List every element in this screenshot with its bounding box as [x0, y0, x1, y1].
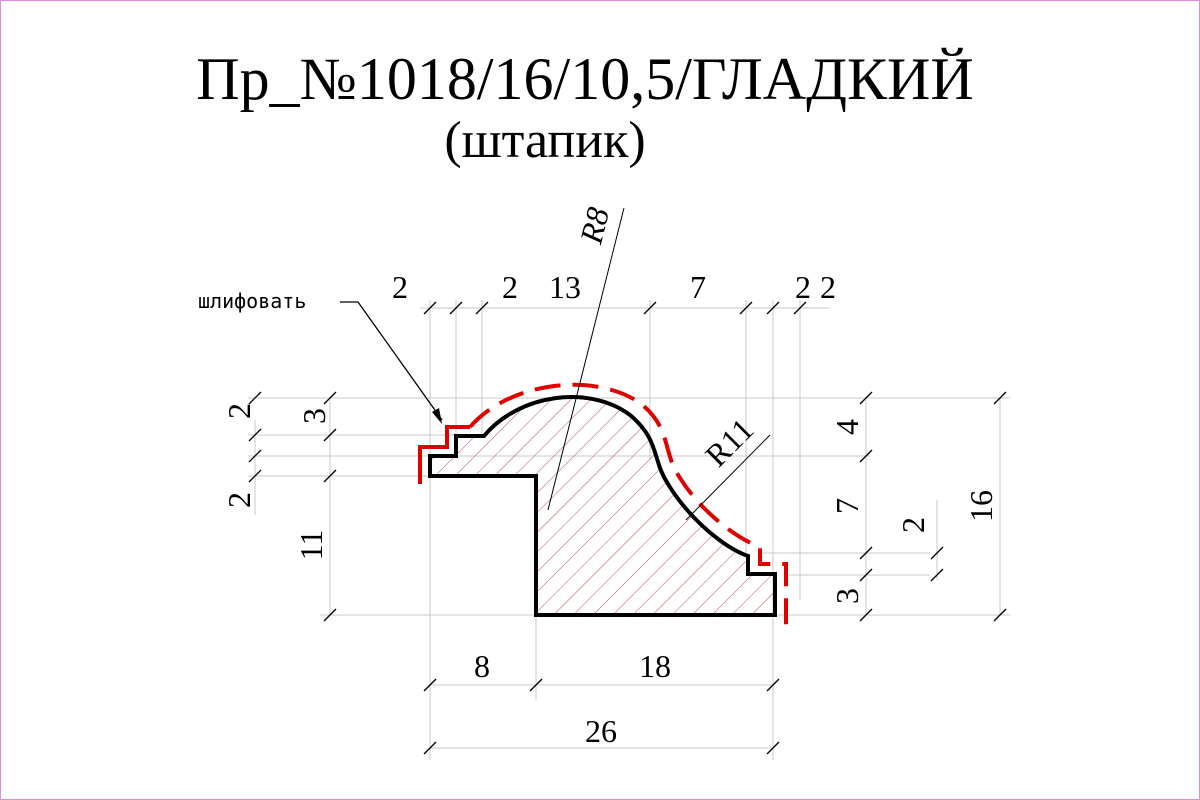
- dim-bottom-3: 26: [585, 713, 617, 749]
- dim-right-4: 3: [829, 588, 865, 604]
- dim-right-2: 7: [829, 498, 865, 514]
- dim-top-2: 2: [502, 269, 518, 305]
- radius-label-r11: R11: [698, 411, 760, 473]
- dim-bottom-2: 18: [639, 648, 671, 684]
- dim-right-3: 2: [895, 517, 931, 533]
- dim-left-3: 2: [221, 492, 257, 508]
- sanding-line: [418, 382, 788, 625]
- dim-left-2: 3: [296, 408, 332, 424]
- note-leader: [340, 301, 443, 421]
- radius-leaders: [547, 207, 771, 521]
- profile-section: [428, 395, 777, 617]
- dim-bottom-1: 8: [474, 648, 490, 684]
- sanding-note: шлифовать: [198, 289, 306, 313]
- dim-top-5: 2: [795, 269, 811, 305]
- page-subtitle: (штапик): [444, 112, 646, 169]
- dimension-ticks: [248, 301, 1007, 755]
- dim-right-5: 16: [963, 490, 999, 522]
- dim-left-1: 2: [221, 403, 257, 419]
- radius-label-r8: R8: [572, 204, 616, 248]
- dim-top-4: 7: [690, 269, 706, 305]
- dim-left-4: 11: [293, 530, 329, 561]
- dim-right-1: 4: [829, 419, 865, 435]
- dim-top-3: 13: [549, 269, 581, 305]
- page-title: Пр_№1018/16/10,5/ГЛАДКИЙ: [196, 46, 974, 112]
- dim-top-6: 2: [820, 269, 836, 305]
- dim-top-1: 2: [392, 269, 408, 305]
- note-leader-arrow: [432, 408, 442, 424]
